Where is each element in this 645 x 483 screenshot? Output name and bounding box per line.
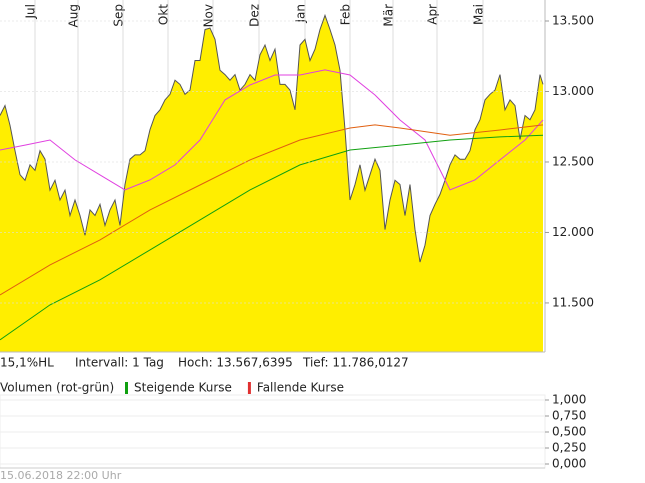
y-tick-label: 1,000 (552, 393, 586, 407)
x-tick-label: Okt (157, 4, 171, 25)
y-tick-label: 13.000 (552, 84, 594, 98)
moving-average (0, 69, 544, 191)
info-text: Intervall: 1 Tag (75, 356, 164, 370)
x-tick-label: Mär (382, 4, 396, 27)
footer: 15.06.2018 22:00 Uhr (0, 469, 122, 482)
x-tick-label: Jan (294, 4, 308, 24)
info-text: Hoch: 13.567,6395 (178, 356, 293, 370)
info-text: Tief: 11.786,0127 (302, 356, 409, 370)
y-tick-label: 0,250 (552, 441, 586, 455)
y-tick-label: 11.500 (552, 295, 594, 309)
price-line (0, 13, 544, 263)
legend-swatch (125, 382, 128, 394)
moving-average (0, 124, 544, 296)
x-tick-label: Sep (112, 4, 126, 27)
x-tick-label: Aug (67, 4, 81, 27)
y-tick-label: 0,750 (552, 409, 586, 423)
y-tick-label: 12.500 (552, 154, 594, 168)
moving-average (0, 134, 544, 341)
x-tick-label: Jul (24, 4, 38, 19)
y-tick-label: 12.000 (552, 225, 594, 239)
x-tick-label: Mai (472, 4, 486, 25)
legend-swatch (247, 382, 251, 394)
legend-label: Fallende Kurse (257, 381, 344, 395)
y-tick-label: 0,000 (552, 457, 586, 471)
x-tick-label: Dez (248, 4, 262, 27)
x-tick-label: Feb (339, 4, 353, 25)
info-text: 15,1%HL (0, 356, 54, 370)
legend-label: Steigende Kurse (134, 381, 232, 395)
price-area (0, 15, 543, 353)
y-tick-label: 0,500 (552, 425, 586, 439)
y-tick-label: 13.500 (552, 14, 594, 28)
x-tick-label: Nov (202, 4, 216, 27)
x-tick-label: Apr (426, 4, 440, 25)
legend-label: Volumen (rot-grün) (0, 381, 114, 395)
